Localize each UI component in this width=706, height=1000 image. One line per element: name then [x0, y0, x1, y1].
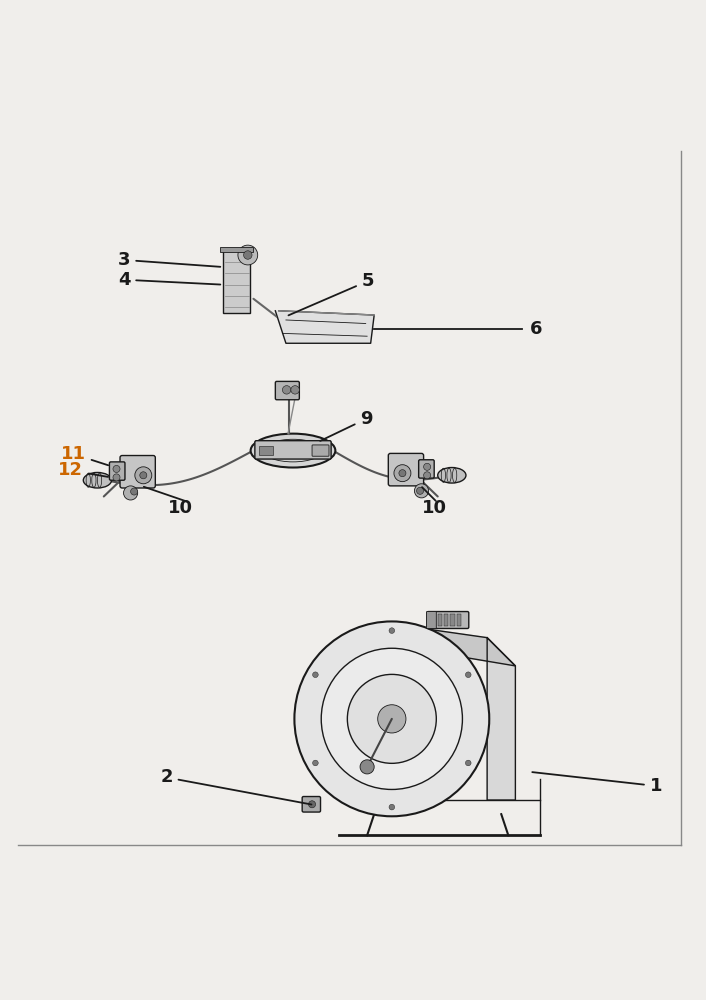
Circle shape [424, 463, 431, 470]
FancyBboxPatch shape [388, 453, 424, 486]
FancyBboxPatch shape [302, 797, 321, 812]
FancyBboxPatch shape [312, 445, 329, 456]
Circle shape [313, 760, 318, 766]
Circle shape [399, 470, 406, 477]
FancyBboxPatch shape [275, 381, 299, 400]
Circle shape [424, 472, 431, 479]
Circle shape [389, 628, 395, 633]
Circle shape [394, 465, 411, 482]
Circle shape [282, 386, 291, 394]
Circle shape [140, 472, 147, 479]
Text: 11: 11 [61, 445, 108, 465]
Text: 6: 6 [530, 320, 542, 338]
Circle shape [113, 474, 120, 481]
Circle shape [378, 705, 406, 733]
Circle shape [238, 245, 258, 265]
Text: 12: 12 [59, 461, 108, 479]
Bar [450, 614, 455, 626]
Bar [438, 614, 442, 626]
Ellipse shape [83, 472, 112, 488]
FancyBboxPatch shape [109, 462, 125, 480]
Text: 10: 10 [421, 499, 447, 517]
Circle shape [244, 251, 252, 259]
Text: 4: 4 [118, 271, 220, 289]
Circle shape [294, 621, 489, 816]
Circle shape [417, 487, 424, 494]
Text: 9: 9 [321, 410, 373, 441]
Circle shape [124, 486, 138, 500]
FancyBboxPatch shape [426, 612, 436, 628]
Circle shape [309, 801, 316, 808]
Circle shape [313, 672, 318, 678]
FancyBboxPatch shape [255, 441, 331, 459]
Circle shape [347, 674, 436, 763]
FancyBboxPatch shape [427, 612, 469, 628]
Polygon shape [487, 638, 515, 800]
Text: 10: 10 [167, 499, 193, 517]
FancyBboxPatch shape [419, 460, 434, 478]
Bar [259, 446, 273, 455]
Circle shape [113, 465, 120, 472]
Text: 5: 5 [289, 272, 374, 315]
Text: 3: 3 [118, 251, 220, 269]
Bar [444, 614, 448, 626]
Bar [457, 614, 461, 626]
Ellipse shape [251, 434, 335, 468]
Circle shape [389, 804, 395, 810]
Circle shape [321, 648, 462, 789]
Polygon shape [388, 624, 515, 666]
Circle shape [360, 760, 374, 774]
Bar [220, 247, 253, 252]
Circle shape [465, 760, 471, 766]
FancyBboxPatch shape [120, 456, 155, 488]
Circle shape [131, 488, 138, 495]
Bar [223, 249, 250, 313]
Text: 1: 1 [532, 772, 662, 795]
Ellipse shape [438, 468, 466, 483]
Circle shape [465, 672, 471, 678]
Circle shape [291, 386, 299, 394]
Polygon shape [275, 311, 374, 343]
Circle shape [414, 484, 429, 498]
Circle shape [135, 467, 152, 484]
Text: 2: 2 [160, 768, 311, 804]
